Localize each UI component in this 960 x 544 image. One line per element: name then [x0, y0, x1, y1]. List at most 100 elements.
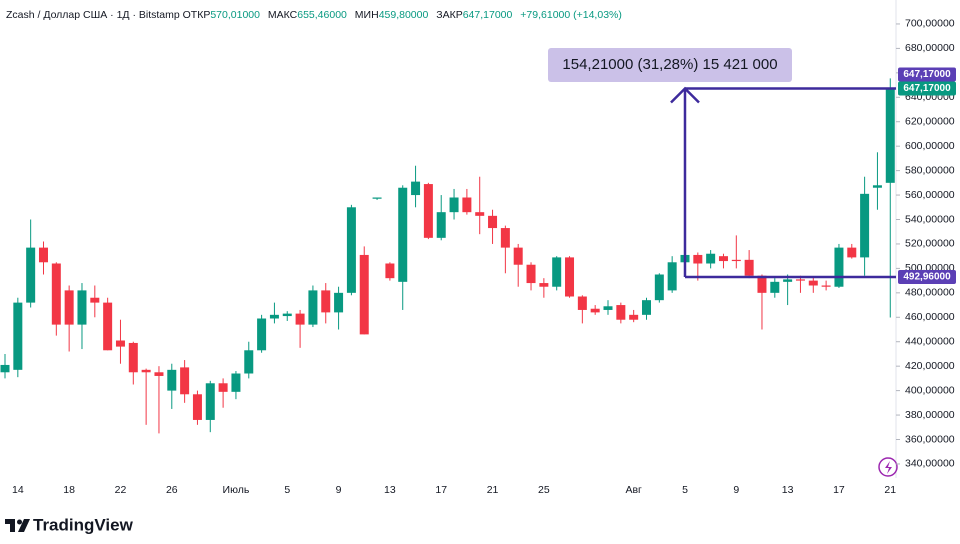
candle-body [513, 247, 523, 265]
candle-body [654, 274, 664, 301]
x-tick-label: 13 [384, 484, 396, 496]
y-tick-label: 340,00000 [905, 458, 955, 470]
price-tag [898, 67, 956, 82]
candle-body [488, 215, 498, 229]
candle-body [629, 314, 639, 320]
candle-body [51, 263, 61, 325]
candle-body [834, 247, 844, 287]
candle-body [269, 314, 279, 319]
candle-body [744, 259, 754, 276]
y-tick-label: 380,00000 [905, 409, 955, 421]
high: 655,46000 [297, 9, 347, 21]
candle-body [180, 367, 190, 395]
change: +79,61000 (+14,03%) [520, 9, 622, 21]
candle-body [770, 281, 780, 293]
arrow-head [670, 86, 700, 104]
candle-body [26, 247, 36, 303]
candle-body [590, 308, 600, 313]
x-tick-label: Июль [223, 484, 250, 496]
x-tick-label: 22 [115, 484, 127, 496]
candle-body [64, 290, 74, 325]
candle-body [500, 228, 510, 248]
candle-body [411, 181, 421, 196]
x-tick-label: 14 [12, 484, 24, 496]
candle-body [257, 318, 267, 351]
candle-body [128, 342, 138, 373]
price-tag-label: 647,17000 [903, 69, 951, 80]
candle-body [462, 197, 472, 213]
candle-body [731, 259, 741, 262]
candle-body [141, 369, 151, 373]
y-tick-label: 680,00000 [905, 42, 955, 54]
candle-body [808, 280, 818, 286]
candle-body [231, 373, 241, 392]
x-tick-label: 5 [284, 484, 290, 496]
high-label: МАКС [267, 9, 298, 21]
y-tick-label: 400,00000 [905, 384, 955, 396]
y-tick-label: 460,00000 [905, 311, 955, 323]
candle-body [423, 184, 433, 238]
open-label: ОТКР [182, 9, 211, 21]
candle-body [308, 290, 318, 325]
candle-body [205, 383, 215, 420]
alert-bolt [885, 461, 892, 474]
y-tick-label: 600,00000 [905, 140, 955, 152]
close-label: ЗАКР [436, 9, 463, 21]
candle-body [295, 313, 305, 325]
candle-body [706, 253, 716, 264]
candle-body [244, 350, 254, 374]
candle-body [38, 247, 48, 263]
low: 459,80000 [378, 9, 429, 21]
y-tick-label: 360,00000 [905, 433, 955, 445]
candle-body [359, 254, 369, 335]
price-tag-label: 647,17000 [903, 83, 951, 94]
candle-body [115, 340, 125, 347]
y-tick-label: 420,00000 [905, 360, 955, 372]
measure-label: 154,21000 (31,28%) 15 421 000 [562, 56, 777, 73]
logo-icon [5, 519, 30, 532]
x-tick-label: 21 [487, 484, 499, 496]
y-tick-label: 580,00000 [905, 164, 955, 176]
candle-body [436, 212, 446, 238]
header: Zcash / Доллар США · 1Д · Bitstamp ОТКР5… [6, 9, 627, 21]
candle-body [847, 247, 857, 258]
x-tick-label: 18 [63, 484, 75, 496]
candle-body [372, 197, 382, 199]
y-tick-label: 480,00000 [905, 287, 955, 299]
candle-body [526, 264, 536, 284]
candle-body [539, 283, 549, 287]
candle-body [552, 257, 562, 287]
candle-body [167, 369, 177, 391]
x-tick-label: Авг [625, 484, 642, 496]
candle-body [718, 256, 728, 262]
candle-body [385, 263, 395, 279]
candle-body [885, 88, 895, 183]
candle-body [218, 383, 228, 392]
candle-body [616, 305, 626, 320]
x-tick-label: 9 [733, 484, 739, 496]
measure-box [548, 48, 792, 82]
candle-body [475, 212, 485, 216]
x-tick-label: 5 [682, 484, 688, 496]
brand: TradingView [33, 515, 134, 534]
candle-body [154, 372, 164, 376]
candle-body [821, 285, 831, 287]
alert-icon[interactable] [878, 457, 898, 477]
symbol: Zcash / Доллар США · 1Д · Bitstamp [6, 9, 180, 21]
candle-body [603, 306, 613, 310]
y-tick-label: 560,00000 [905, 189, 955, 201]
candle-body [667, 262, 677, 291]
candle-body [321, 290, 331, 313]
candle-body [346, 207, 356, 293]
candle-body [0, 364, 10, 373]
candle-body [860, 193, 870, 258]
x-tick-label: 25 [538, 484, 550, 496]
x-tick-label: 13 [782, 484, 794, 496]
close: 647,17000 [462, 9, 513, 21]
price-tag [898, 81, 956, 96]
candle-body [577, 296, 587, 310]
y-tick-label: 440,00000 [905, 336, 955, 348]
candle-body [449, 197, 459, 213]
